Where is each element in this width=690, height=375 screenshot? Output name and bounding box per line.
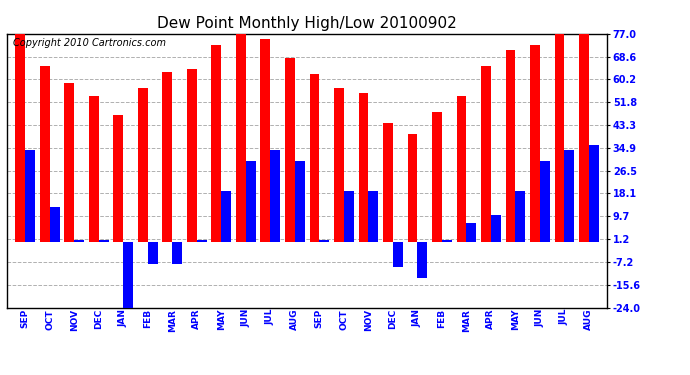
Bar [442,240,452,243]
Bar [457,96,466,243]
Bar [417,243,427,278]
Bar [368,191,378,243]
Bar [334,88,344,243]
Bar [344,191,353,243]
Bar [383,123,393,243]
Bar [246,161,255,243]
Bar [50,207,59,243]
Bar [285,58,295,243]
Bar [148,243,157,264]
Bar [506,50,515,243]
Bar [515,191,525,243]
Text: Copyright 2010 Cartronics.com: Copyright 2010 Cartronics.com [13,38,166,48]
Bar [261,39,270,243]
Bar [310,74,319,243]
Bar [540,161,550,243]
Bar [481,66,491,243]
Bar [270,150,280,243]
Bar [75,240,84,243]
Bar [64,82,75,243]
Bar [295,161,304,243]
Bar [564,150,574,243]
Bar [491,215,501,243]
Bar [162,72,172,243]
Bar [138,88,148,243]
Bar [589,145,599,243]
Bar [212,45,221,243]
Bar [555,34,564,243]
Bar [579,34,589,243]
Bar [15,34,26,243]
Bar [408,134,417,243]
Bar [113,115,124,243]
Bar [40,66,50,243]
Bar [359,93,368,243]
Bar [172,243,182,264]
Bar [124,243,133,308]
Bar [99,240,108,243]
Bar [197,240,206,243]
Bar [26,150,35,243]
Bar [319,240,329,243]
Title: Dew Point Monthly High/Low 20100902: Dew Point Monthly High/Low 20100902 [157,16,457,31]
Bar [432,112,442,243]
Bar [236,34,246,243]
Bar [89,96,99,243]
Bar [393,243,402,267]
Bar [466,224,476,243]
Bar [530,45,540,243]
Bar [221,191,231,243]
Bar [187,69,197,243]
